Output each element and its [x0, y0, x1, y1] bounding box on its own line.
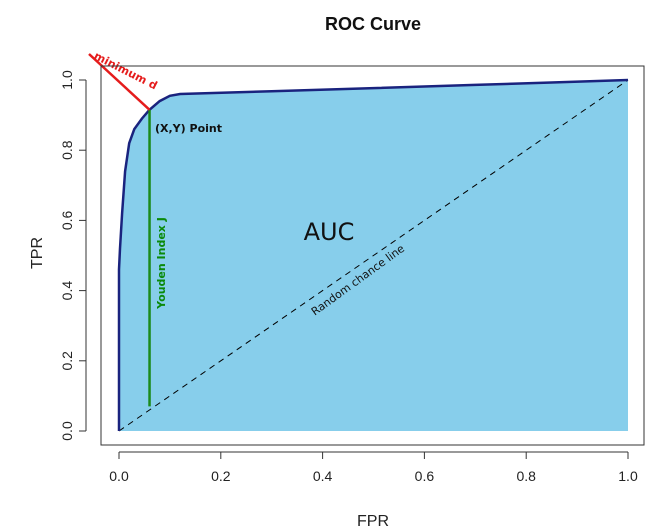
y-tick-label: 0.6: [59, 210, 75, 230]
random-chance-line: [118, 79, 629, 432]
y-tick-label: 0.4: [59, 281, 75, 301]
x-tick-label: 0.6: [415, 468, 435, 484]
auc-label: AUC: [304, 218, 355, 246]
x-tick-label: 1.0: [618, 468, 638, 484]
plot-frame: [100, 65, 645, 446]
x-tick-label: 0.0: [109, 468, 129, 484]
y-axis: 0.0 0.2 0.4 0.6 0.8 1.0: [59, 70, 87, 441]
xy-point-label: (X,Y) Point: [155, 122, 222, 135]
x-axis-title: FPR: [357, 513, 389, 530]
y-tick-label: 1.0: [59, 70, 75, 90]
y-tick-label: 0.0: [59, 421, 75, 441]
x-tick-label: 0.4: [313, 468, 333, 484]
y-tick-label: 0.8: [59, 140, 75, 160]
minimum-distance-label: minimum d: [92, 49, 160, 92]
y-tick-label: 0.2: [59, 351, 75, 371]
youden-index-label: Youden Index J: [155, 217, 168, 310]
chart-title: ROC Curve: [325, 14, 421, 34]
minimum-distance-line: [88, 53, 151, 111]
x-tick-label: 0.8: [516, 468, 536, 484]
x-axis: 0.0 0.2 0.4 0.6 0.8 1.0: [109, 451, 638, 484]
plot-area: AUC (X,Y) Point Youden Index J Random ch…: [88, 49, 629, 432]
y-axis-title: TPR: [29, 237, 46, 269]
x-tick-label: 0.2: [211, 468, 231, 484]
